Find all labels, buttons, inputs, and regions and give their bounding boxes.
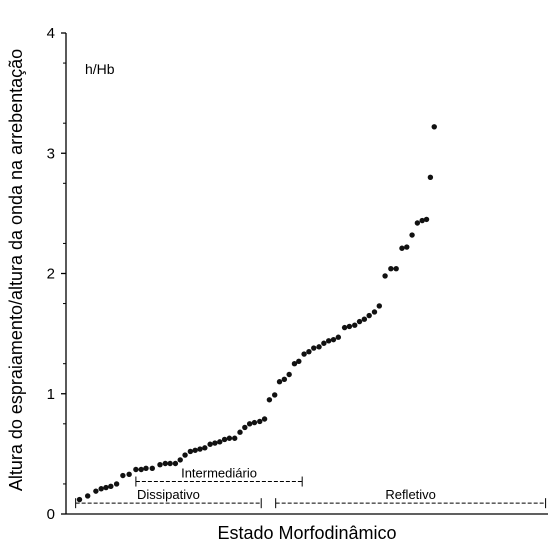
data-point <box>143 465 149 472</box>
data-point <box>419 217 425 224</box>
data-point <box>376 303 382 309</box>
data-point <box>257 418 263 425</box>
data-point <box>311 345 317 351</box>
range-refletivo: Refletivo <box>275 487 547 509</box>
data-point <box>330 336 337 343</box>
data-point <box>192 447 198 453</box>
x-axis-title: Estado Morfodinâmico <box>217 523 396 543</box>
data-point <box>409 232 415 238</box>
data-point <box>423 216 430 223</box>
data-point <box>226 435 233 441</box>
data-point <box>341 324 348 331</box>
data-point <box>212 440 218 446</box>
data-point <box>217 439 223 445</box>
data-point <box>197 446 203 452</box>
data-point <box>251 419 258 426</box>
data-point <box>388 265 394 272</box>
y-tick-label: 0 <box>47 506 55 523</box>
y-axis-title: Altura do espraiamento/altura da onda na… <box>6 49 26 491</box>
range-dissipativo: Dissipativo <box>75 487 262 509</box>
data-point <box>414 220 421 226</box>
data-point <box>393 265 399 272</box>
y-tick-label: 2 <box>47 266 55 283</box>
data-point <box>108 483 114 490</box>
data-point <box>361 316 368 322</box>
data-point <box>84 493 91 499</box>
data-point <box>316 344 322 350</box>
data-point <box>138 466 144 473</box>
panel-label: h/Hb <box>85 61 115 77</box>
data-point <box>427 174 434 180</box>
data-points <box>76 124 437 503</box>
data-point <box>281 376 288 383</box>
data-point <box>335 334 342 340</box>
data-point <box>431 124 437 130</box>
data-point <box>120 472 126 479</box>
data-point <box>113 481 120 487</box>
data-point <box>266 397 273 403</box>
data-point <box>133 466 139 473</box>
data-point <box>187 448 194 455</box>
data-point <box>103 484 109 491</box>
data-point <box>93 488 99 494</box>
data-point <box>371 309 378 315</box>
data-point <box>167 460 173 467</box>
y-tick-label: 4 <box>47 25 55 42</box>
data-point <box>291 360 298 367</box>
data-point <box>276 379 283 385</box>
data-point <box>149 465 155 472</box>
data-point <box>306 348 312 355</box>
data-point <box>157 461 163 468</box>
data-point <box>221 436 228 443</box>
data-point <box>321 340 327 346</box>
data-point <box>207 441 213 447</box>
data-point <box>177 457 183 463</box>
y-tick-label: 3 <box>47 145 55 162</box>
data-point <box>352 322 358 328</box>
axes: 0 1 2 3 4 <box>47 25 548 523</box>
data-point <box>325 338 332 344</box>
data-point <box>399 245 405 251</box>
data-point <box>162 460 168 467</box>
data-point <box>272 392 278 398</box>
range-intermedirio: Intermediário <box>135 466 303 487</box>
data-point <box>296 358 302 364</box>
range-label: Refletivo <box>385 487 436 502</box>
data-point <box>242 424 248 431</box>
data-point <box>366 312 372 319</box>
annotations: Intermediário Dissipativo Refletivo <box>75 466 547 509</box>
data-point <box>172 460 179 467</box>
range-label: Intermediário <box>181 466 257 481</box>
data-point <box>232 435 238 441</box>
range-label: Dissipativo <box>137 487 200 502</box>
data-point <box>346 323 353 330</box>
data-point <box>98 486 104 492</box>
data-point <box>261 416 268 422</box>
y-tick-label: 1 <box>47 386 55 403</box>
data-point <box>404 244 410 250</box>
data-point <box>202 445 208 451</box>
data-point <box>382 273 388 279</box>
data-point <box>126 471 132 478</box>
data-point <box>356 318 363 325</box>
data-point <box>301 351 307 357</box>
data-point <box>76 496 83 503</box>
data-point <box>286 371 292 378</box>
data-point <box>182 452 188 458</box>
data-point <box>237 429 243 435</box>
data-point <box>246 421 253 427</box>
